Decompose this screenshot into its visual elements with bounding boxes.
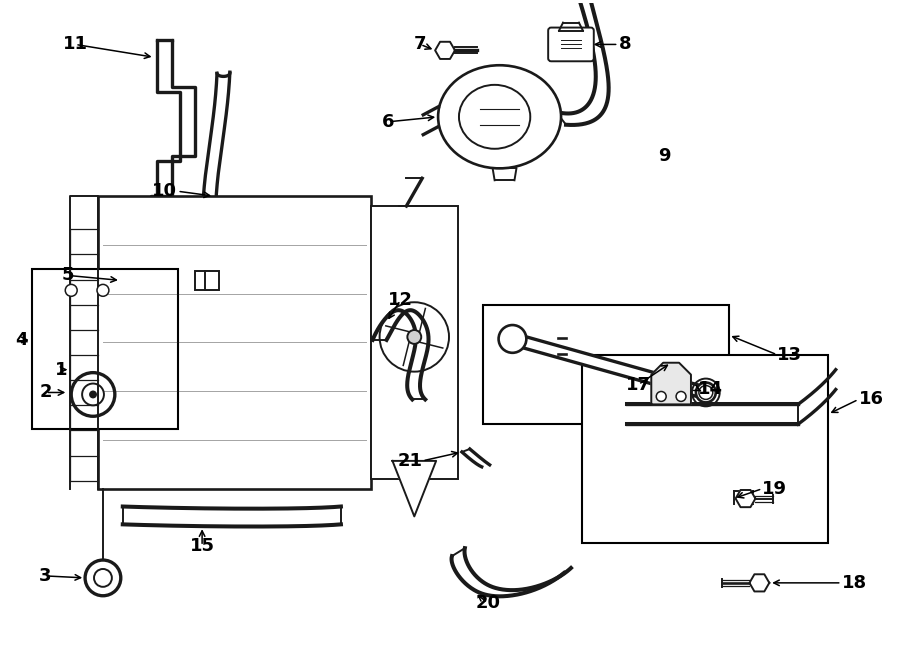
Text: 21: 21 [397,452,422,470]
Text: 11: 11 [63,36,87,54]
Text: 13: 13 [778,346,802,364]
Text: 20: 20 [475,594,500,611]
Polygon shape [121,272,140,289]
Text: 16: 16 [859,391,884,408]
Polygon shape [750,574,770,592]
Text: 2: 2 [40,383,51,401]
Circle shape [90,391,96,397]
Text: 5: 5 [62,266,75,284]
Polygon shape [392,461,436,516]
Polygon shape [435,42,455,59]
Text: 1: 1 [55,361,68,379]
Text: 4: 4 [15,331,28,349]
Polygon shape [626,405,798,424]
Circle shape [499,325,526,353]
Text: 7: 7 [414,36,427,54]
Circle shape [97,284,109,296]
Bar [371,206,458,479]
Circle shape [676,391,686,401]
Ellipse shape [438,65,561,169]
Text: 6: 6 [382,113,395,131]
Polygon shape [735,490,755,507]
Circle shape [66,284,77,296]
Text: 19: 19 [762,480,788,498]
Text: 3: 3 [40,567,51,585]
Bar [482,305,729,424]
Circle shape [696,383,716,403]
Text: 17: 17 [626,375,651,393]
Bar [195,270,209,290]
Bar [98,196,371,488]
Bar [32,268,178,429]
Polygon shape [652,363,691,405]
Bar [582,355,828,543]
Polygon shape [512,333,704,399]
Circle shape [656,391,666,401]
Text: 18: 18 [842,574,867,592]
Polygon shape [51,280,127,300]
Bar [205,270,219,290]
Text: 15: 15 [190,537,214,555]
Text: 9: 9 [658,147,670,165]
Text: 12: 12 [388,292,413,309]
Text: 14: 14 [698,381,723,399]
Circle shape [408,330,421,344]
Text: 10: 10 [152,182,177,200]
Text: 8: 8 [618,36,631,54]
FancyBboxPatch shape [548,28,594,61]
Ellipse shape [459,85,530,149]
